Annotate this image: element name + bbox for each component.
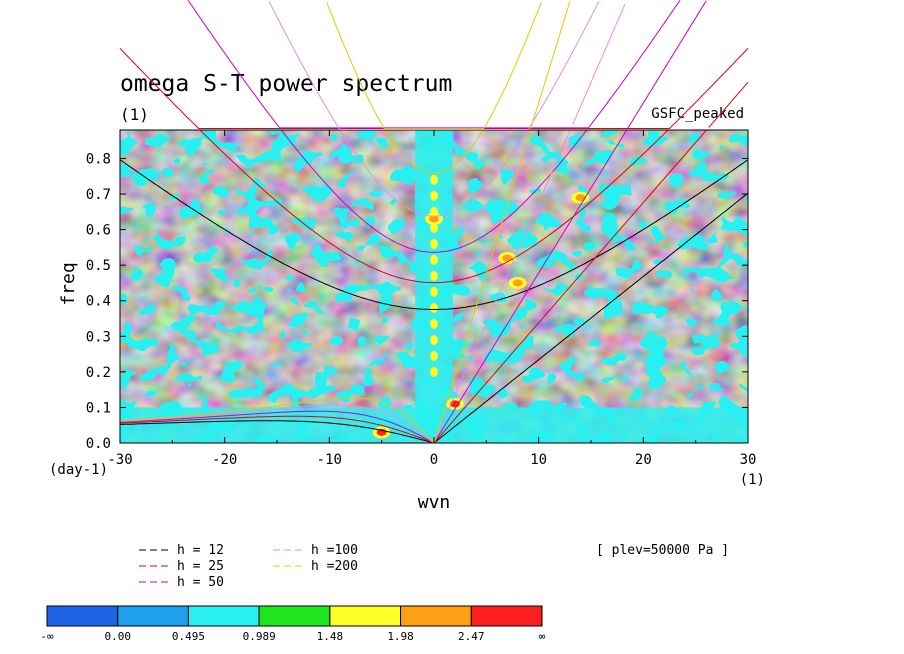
colorbar-label: 2.47 [458,630,485,643]
legend-label: h =200 [311,559,358,574]
legend-entry: h = 25 [139,559,224,574]
colorbar-label: 0.00 [104,630,131,643]
chart-title: omega S-T power spectrum [120,71,452,97]
dispersion-curve-h50-kelvin [433,130,628,443]
colorbar-swatch [46,605,119,627]
colorbar-label: ∞ [539,630,546,643]
y-tick-label: 0.6 [86,223,111,239]
y-tick-label: 0.0 [86,436,111,452]
x-tick-label: -20 [212,452,237,468]
legend-label: h = 50 [177,575,224,590]
zero-wavenumber-peak [430,190,438,201]
dispersion-curve-h100-kelvin [433,130,571,443]
y-tick-label: 0.8 [86,151,111,167]
plev-note: [ plev=50000 Pa ] [596,543,729,558]
dispersion-curve-h100-kelvin-extension [572,4,626,125]
dispersion-curve-h12-kelvin [433,192,748,443]
spectral-peak [508,276,527,289]
legend-entry: h = 50 [139,575,224,590]
colorbar-swatch [117,605,189,627]
x-tick-label: 20 [635,452,652,468]
plot-area [120,130,748,443]
y-axis-label: freq [58,262,79,305]
dispersion-curve-h100-gravity-extension [268,1,600,130]
colorbar-swatch [400,605,472,627]
y-tick-label: 0.1 [86,400,111,416]
colorbar-label: 0.495 [172,630,205,643]
y-tick-label: 0.5 [86,258,111,274]
zero-wavenumber-peak [430,334,438,345]
dispersion-curve-h100-gravity [339,130,529,217]
dispersion-curve-h25-kelvin [433,130,708,443]
legend-entry: h = 12 [139,543,224,558]
axes: -30 -20 -10 0 10 20 30 0.0 0.1 0.2 0.3 0.4 0.5 0.6 0.7… [86,130,757,468]
dispersion-curve-h200-kelvin-extension [530,0,571,129]
x-tick-label: 0 [430,452,438,468]
zero-wavenumber-peak [430,174,438,185]
dataset-label: GSFC_peaked [651,106,744,122]
colorbar: -∞ 0.00 0.495 0.989 1.48 1.98 2.47 ∞ [40,605,546,643]
dispersion-curve-h200-gravity-extension [326,2,542,130]
zero-wavenumber-peak [430,222,438,233]
dispersion-curve-h200-gravity [384,130,484,174]
colorbar-label: 0.989 [243,630,276,643]
y-tick-label: 0.7 [86,187,111,203]
y-tick-label: 0.2 [86,365,111,381]
spectral-peak [498,252,517,265]
dispersion-curve-h50-gravity [280,130,588,253]
dispersion-curve-h12-gravity [120,159,748,310]
zero-wavenumber-peak [430,286,438,297]
dispersion-curve-h100-rossby [120,404,435,443]
colorbar-label: 1.48 [317,630,344,643]
dispersion-curves-above-frame [119,0,749,130]
chart-title-group: omega S-T power spectrum (1) GSFC_peaked [120,71,744,124]
legend-label: h =100 [311,543,358,558]
dispersion-curve-h12-rossby [120,420,435,443]
colorbar-label: -∞ [40,630,54,643]
chart-subtitle: (1) [120,105,149,124]
dispersion-curves [120,130,748,443]
zero-wavenumber-peak [430,238,438,249]
dispersion-curve-h50-gravity-extension [187,0,681,129]
legend-entry: h =100 [273,543,358,558]
dispersion-curve-h25-rossby [120,415,435,443]
spectral-peak [372,426,391,439]
legend-label: h = 25 [177,559,224,574]
spectral-peak [571,191,590,204]
dispersion-curve-h200-kelvin [433,130,531,443]
y-tick-label: 0.3 [86,329,111,345]
dispersion-curve-h25-kelvin-extension [708,81,749,128]
legend-label: h = 12 [177,543,224,558]
colorbar-swatch [470,605,543,627]
dispersion-curve-h50-rossby [120,410,435,443]
zero-wavenumber-peak [430,254,438,265]
zero-wavenumber-peak [430,270,438,281]
colorbar-swatch [329,605,402,627]
x-axis-label: wvn [418,492,451,513]
colorbar-swatch [187,605,260,627]
x-tick-label: -10 [317,452,342,468]
zero-wavenumber-peak [430,366,438,377]
zero-wavenumber-peak [430,350,438,361]
dispersion-curve-h50-kelvin-extension [627,0,707,129]
zero-wavenumber-peak [430,318,438,329]
y-units-label: (day-1) [49,462,108,478]
colorbar-swatch [258,605,331,627]
dispersion-curve-h25-gravity [199,130,669,284]
colorbar-label: 1.98 [387,630,414,643]
zero-wavenumber-peak [430,302,438,313]
y-tick-label: 0.4 [86,294,111,310]
dispersion-curve-h200-rossby [120,397,435,443]
x-units-label: (1) [740,472,765,488]
x-tick-label: 10 [530,452,547,468]
legend-entry: h =200 [273,559,358,574]
x-tick-label: 30 [740,452,757,468]
x-tick-label: -30 [107,452,132,468]
zero-wavenumber-peak [430,206,438,217]
